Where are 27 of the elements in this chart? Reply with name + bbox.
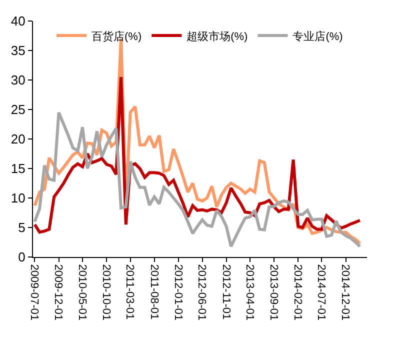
x-tick-label: 2012-11-01 (220, 264, 232, 320)
y-tick-label: 30 (10, 72, 26, 88)
x-tick-label: 2012-01-01 (172, 264, 184, 320)
y-tick-label: 15 (10, 161, 26, 176)
legend-label: 专业店(%) (292, 30, 343, 43)
x-tick-label: 2010-10-01 (100, 264, 112, 320)
x-tick-label: 2014-02-01 (292, 264, 304, 320)
y-tick-label: 20 (10, 132, 26, 147)
x-tick-label: 2013-09-01 (268, 264, 280, 320)
y-tick-label: 25 (10, 102, 26, 118)
x-tick-label: 2013-04-01 (243, 264, 256, 320)
x-tick-label: 2009-07-01 (28, 264, 40, 320)
y-tick-label: 40 (10, 14, 26, 29)
legend-label: 百货店(%) (92, 30, 142, 43)
x-tick-label: 2010-05-01 (76, 264, 88, 320)
x-tick-label: 2011-03-01 (124, 264, 136, 320)
legend-label: 超级市场(%) (186, 30, 248, 43)
x-tick-label: 2012-06-01 (196, 264, 208, 320)
y-tick-label: 35 (10, 43, 26, 58)
x-tick-label: 2014-07-01 (315, 264, 328, 320)
line-series (33, 110, 362, 248)
y-tick-label: 5 (18, 220, 26, 236)
x-tick-label: 2014-12-01 (339, 264, 352, 320)
x-tick-label: 2011-08-01 (148, 264, 160, 320)
y-tick-label: 10 (10, 190, 26, 206)
y-tick-label: 0 (18, 250, 26, 265)
x-tick-label: 2009-12-01 (52, 264, 64, 320)
